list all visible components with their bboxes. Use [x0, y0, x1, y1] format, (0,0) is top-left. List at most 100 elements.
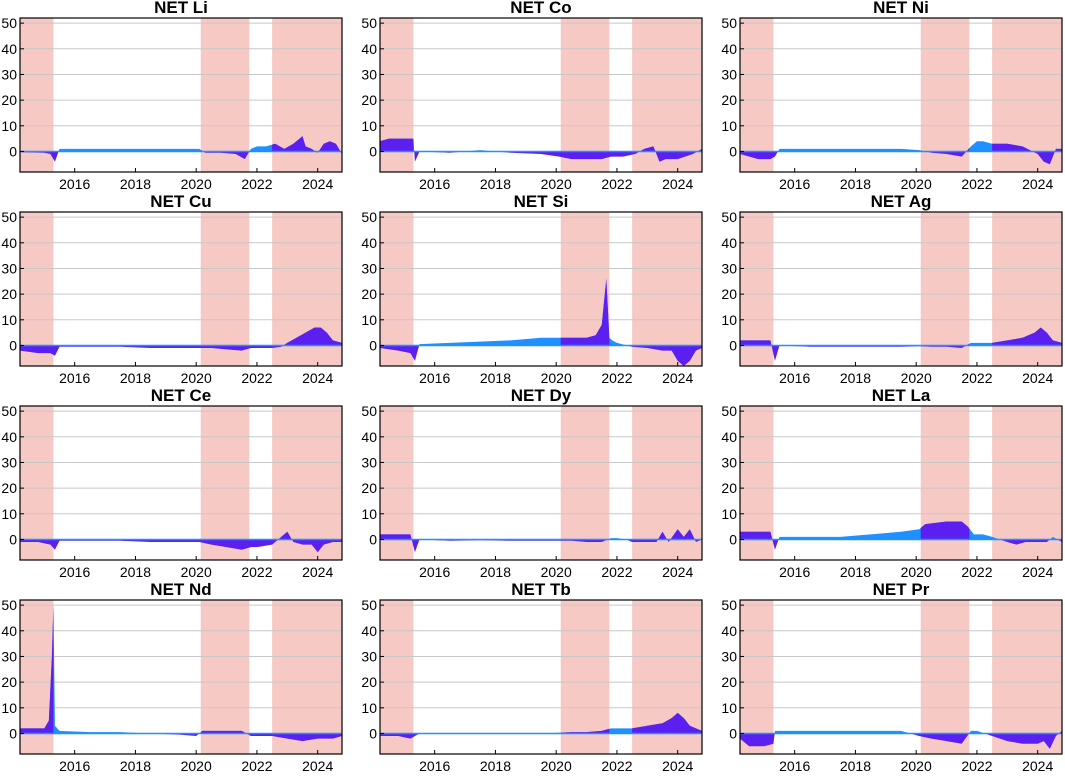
- plot-frame: [19, 211, 343, 367]
- chart-svg: 0 10 20 30 40 50 2016 2018 2020 2022 2024: [1, 403, 343, 580]
- series-area-shaded: [992, 143, 1062, 152]
- chart-svg: 0 10 20 30 40 50 2016 2018 2020 2022 2024: [361, 15, 703, 192]
- y-tick-label: 50: [1, 403, 17, 419]
- x-tick-label: 2022: [241, 370, 272, 386]
- y-tick-label: 20: [1, 480, 17, 496]
- shaded-period: [920, 18, 970, 172]
- x-tick-label: 2016: [59, 564, 90, 580]
- y-tick-label: 30: [361, 454, 377, 470]
- chart-panel: 0 10 20 30 40 50 2016 2018 2020 2022 2024 NET Cu: [0, 192, 360, 389]
- series-area-negative: [380, 345, 702, 366]
- series-area-negative: [740, 151, 1062, 165]
- x-tick-label: 2020: [541, 370, 572, 386]
- x-tick-label: 2024: [302, 176, 333, 192]
- y-tick-label: 50: [721, 403, 737, 419]
- x-tick-label: 2024: [1022, 564, 1053, 580]
- x-tick-label: 2020: [181, 176, 212, 192]
- plot-frame: [739, 405, 1063, 561]
- y-tick-label: 10: [361, 312, 377, 328]
- chart-panel: 0 10 20 30 40 50 2016 2018 2020 2022 2024 NET Ce: [0, 386, 360, 583]
- y-tick-label: 10: [1, 312, 17, 328]
- y-tick-label: 40: [1, 429, 17, 445]
- x-tick-label: 2024: [1022, 370, 1053, 386]
- shaded-period: [920, 600, 970, 754]
- shaded-period: [272, 600, 342, 754]
- shaded-period: [20, 406, 54, 560]
- chart-svg: 0 10 20 30 40 50 2016 2018 2020 2022 2024: [721, 403, 1063, 580]
- x-tick-label: 2022: [241, 758, 272, 774]
- x-tick-label: 2024: [302, 564, 333, 580]
- plot-frame: [739, 211, 1063, 367]
- y-tick-label: 40: [721, 235, 737, 251]
- x-tick-label: 2020: [901, 758, 932, 774]
- y-tick-label: 20: [721, 286, 737, 302]
- chart-title: NET Co: [510, 0, 572, 17]
- y-tick-label: 20: [721, 92, 737, 108]
- x-tick-label: 2018: [840, 176, 871, 192]
- y-tick-label: 40: [721, 623, 737, 639]
- y-tick-label: 0: [9, 337, 17, 353]
- x-tick-label: 2016: [419, 176, 450, 192]
- y-tick-label: 0: [369, 531, 377, 547]
- y-tick-label: 30: [361, 260, 377, 276]
- series-area-shaded: [283, 327, 342, 346]
- shaded-period: [200, 406, 250, 560]
- x-tick-label: 2024: [1022, 758, 1053, 774]
- series-area-negative: [740, 345, 1062, 361]
- y-tick-label: 30: [1, 66, 17, 82]
- series-area-shaded: [272, 136, 341, 152]
- x-tick-label: 2020: [541, 176, 572, 192]
- shaded-period: [380, 406, 414, 560]
- y-tick-label: 30: [721, 454, 737, 470]
- x-tick-label: 2022: [961, 758, 992, 774]
- x-tick-label: 2022: [241, 564, 272, 580]
- y-tick-label: 20: [361, 92, 377, 108]
- y-tick-label: 20: [1, 92, 17, 108]
- series-area-negative: [20, 733, 342, 742]
- series-area-negative: [20, 539, 342, 553]
- y-tick-label: 0: [729, 337, 737, 353]
- shaded-period: [740, 18, 774, 172]
- series-area-shaded: [657, 529, 695, 540]
- x-tick-label: 2018: [840, 564, 871, 580]
- chart-panel: 0 10 20 30 40 50 2016 2018 2020 2022 2024 NET Si: [360, 192, 720, 389]
- y-tick-label: 20: [361, 674, 377, 690]
- shaded-period: [200, 18, 250, 172]
- y-tick-label: 50: [1, 209, 17, 225]
- chart-svg: 0 10 20 30 40 50 2016 2018 2020 2022 2024: [1, 15, 343, 192]
- x-tick-label: 2022: [601, 176, 632, 192]
- series-area-shaded: [920, 521, 970, 540]
- x-tick-label: 2016: [779, 370, 810, 386]
- chart-panel: 0 10 20 30 40 50 2016 2018 2020 2022 2024 NET Ni: [720, 0, 1065, 195]
- y-tick-label: 50: [361, 597, 377, 613]
- y-tick-label: 50: [1, 15, 17, 31]
- chart-svg: 0 10 20 30 40 50 2016 2018 2020 2022 2024: [721, 597, 1063, 774]
- x-tick-label: 2018: [840, 758, 871, 774]
- y-tick-label: 20: [1, 286, 17, 302]
- x-tick-label: 2018: [120, 176, 151, 192]
- y-tick-label: 10: [1, 118, 17, 134]
- chart-title: NET Li: [154, 0, 208, 17]
- y-tick-label: 10: [1, 506, 17, 522]
- shaded-period: [740, 600, 774, 754]
- chart-panel: 0 10 20 30 40 50 2016 2018 2020 2022 2024 NET La: [720, 386, 1065, 583]
- plot-frame: [739, 599, 1063, 755]
- shaded-period: [200, 212, 250, 366]
- chart-svg: 0 10 20 30 40 50 2016 2018 2020 2022 2024: [1, 597, 343, 774]
- plot-frame: [739, 17, 1063, 173]
- y-tick-label: 50: [721, 597, 737, 613]
- y-tick-label: 50: [721, 15, 737, 31]
- series-area-shaded: [380, 534, 412, 540]
- y-tick-label: 0: [9, 531, 17, 547]
- shaded-period: [920, 212, 970, 366]
- y-tick-label: 10: [721, 118, 737, 134]
- x-tick-label: 2016: [59, 758, 90, 774]
- series-area-positive: [58, 136, 341, 152]
- series-area-shaded: [560, 278, 610, 346]
- x-tick-label: 2022: [601, 370, 632, 386]
- shaded-period: [632, 18, 702, 172]
- y-tick-label: 30: [1, 260, 17, 276]
- chart-title: NET Pr: [872, 580, 930, 599]
- shaded-period: [200, 600, 250, 754]
- series-area-shaded: [740, 531, 773, 540]
